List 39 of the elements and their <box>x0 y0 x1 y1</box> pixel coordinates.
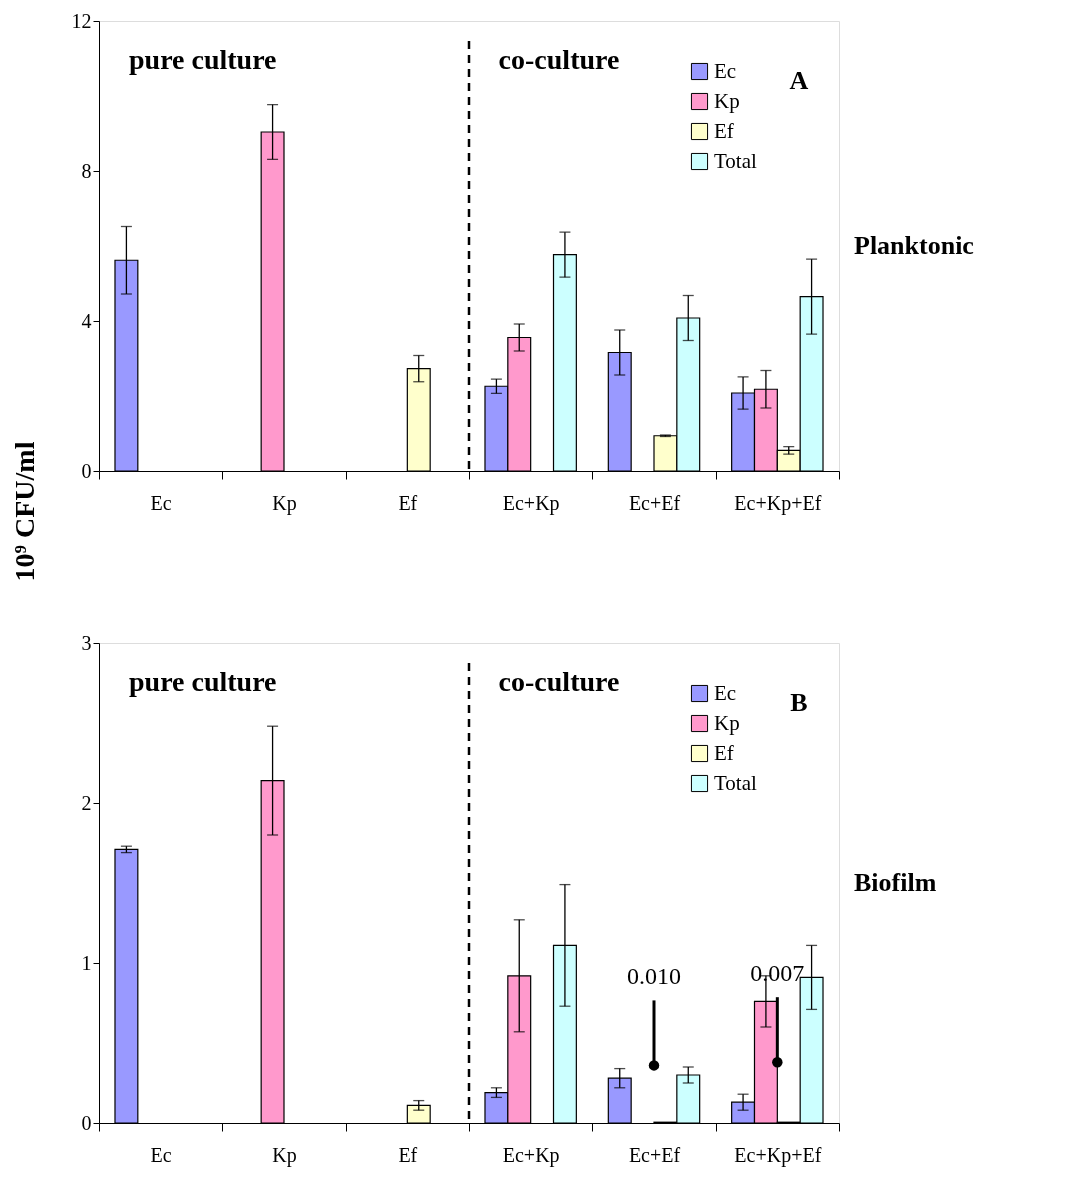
legend-label: Kp <box>714 710 740 735</box>
x-tick-label: Ec+Kp+Ef <box>734 491 822 515</box>
x-tick-label: Ec+Ef <box>628 491 681 514</box>
x-tick-label: Ec+Kp+Ef <box>734 1143 822 1167</box>
y-tick-label: 2 <box>81 791 92 814</box>
x-tick-label: Kp <box>272 1143 297 1167</box>
x-tick-label: Ec+Kp <box>502 491 560 515</box>
y-tick-label: 1 <box>81 951 92 974</box>
x-tick-label: Ef <box>398 491 418 514</box>
annotation: 0.010 <box>627 963 681 990</box>
x-tick-label: Ec <box>150 1143 172 1166</box>
legend-label: Ec <box>714 58 737 83</box>
x-tick-label: Ec+Ef <box>628 1143 681 1166</box>
x-tick-label: Ef <box>398 1143 418 1166</box>
y-tick-label: 0 <box>81 459 92 482</box>
x-tick-label: Kp <box>272 491 297 515</box>
annotation: B <box>790 688 808 717</box>
y-tick-label: 12 <box>71 9 92 32</box>
y-tick-label: 8 <box>81 159 92 182</box>
text: Biofilm <box>854 868 937 897</box>
legend-label: Ef <box>714 118 734 143</box>
y-tick-label: 4 <box>81 309 92 332</box>
y-tick-label: 0 <box>81 1111 92 1134</box>
text: Planktonic <box>854 231 974 260</box>
y-axis-title: 10⁹ CFU/ml <box>8 441 40 582</box>
x-tick-label: Ec+Kp <box>502 1143 560 1167</box>
annotation: pure culture <box>129 666 277 697</box>
legend-label: Total <box>714 770 758 795</box>
annotation: 0.007 <box>750 960 805 987</box>
annotation: pure culture <box>129 44 277 75</box>
legend-label: Total <box>714 148 758 173</box>
annotation: co-culture <box>498 666 620 697</box>
annotation: co-culture <box>498 44 620 75</box>
x-tick-label: Ec <box>150 491 172 514</box>
annotation: A <box>789 66 809 95</box>
legend-label: Kp <box>714 88 740 113</box>
legend-label: Ef <box>714 740 734 765</box>
y-tick-label: 3 <box>81 631 92 654</box>
legend-label: Ec <box>714 680 737 705</box>
